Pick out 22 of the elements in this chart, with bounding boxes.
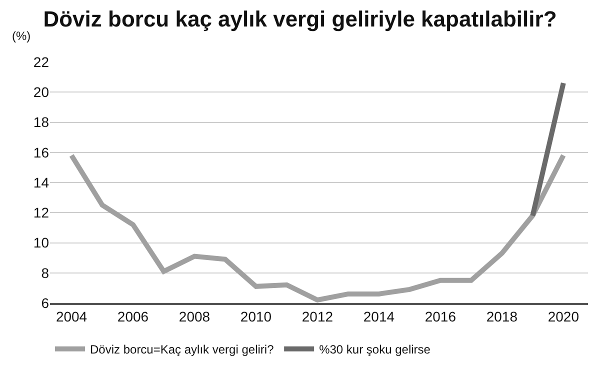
y-tick-label: 18 (33, 114, 50, 130)
x-tick-label: 2004 (56, 308, 88, 325)
y-tick-label: 10 (33, 234, 50, 251)
x-tick-label: 2020 (548, 308, 580, 325)
x-tick-label: 2016 (424, 308, 456, 325)
x-tick-label: 2008 (178, 308, 210, 325)
legend-label: %30 kur şoku gelirse (319, 342, 431, 357)
y-tick-label: 14 (33, 174, 50, 190)
y-tick-label: 12 (33, 204, 50, 221)
y-axis-title: (%) (12, 29, 31, 43)
y-tick-label: 22 (33, 54, 50, 70)
x-tick-label: 2012 (302, 308, 334, 325)
y-tick-label: 16 (33, 144, 50, 160)
chart-title: Döviz borcu kaç aylık vergi geliriyle kapatılabilir? (43, 6, 557, 32)
y-tick-label: 6 (41, 294, 50, 311)
x-tick-label: 2014 (363, 308, 395, 325)
legend-label: Döviz borcu=Kaç aylık vergi geliri? (90, 342, 274, 357)
y-tick-label: 8 (41, 264, 50, 281)
x-tick-label: 2010 (240, 308, 272, 325)
x-tick-label: 2018 (486, 308, 518, 325)
y-tick-label: 20 (33, 84, 50, 100)
x-tick-label: 2006 (117, 308, 149, 325)
